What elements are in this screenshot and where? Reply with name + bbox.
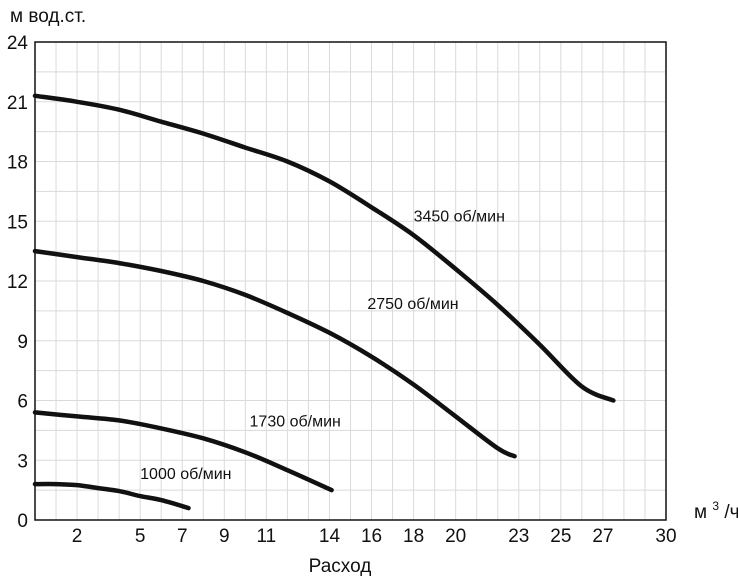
y-tick-label: 6 (17, 392, 28, 413)
x-axis-unit: м 3 /ч (694, 494, 738, 523)
x-tick-label: 7 (177, 526, 188, 547)
x-tick-label: 11 (256, 526, 276, 547)
x-tick-label: 30 (655, 526, 676, 547)
y-tick-label: 21 (7, 93, 28, 114)
x-tick-label: 20 (445, 526, 466, 547)
x-tick-label: 16 (361, 526, 382, 547)
x-tick-label: 14 (319, 526, 341, 547)
series-label: 2750 об/мин (367, 296, 458, 313)
x-tick-labels: 2 5 7 9 11 14 16 18 20 23 25 27 30 (72, 526, 677, 547)
series-label: 3450 об/мин (414, 208, 505, 225)
y-tick-label: 12 (7, 272, 28, 293)
x-tick-label: 9 (219, 526, 230, 547)
x-unit-base: м (694, 502, 707, 523)
y-axis-title: м вод.ст. (10, 6, 86, 27)
curves (32, 93, 616, 511)
x-unit-exp: 3 (712, 499, 719, 513)
y-tick-label: 15 (7, 212, 28, 233)
x-tick-label: 2 (72, 526, 83, 547)
y-tick-label: 3 (17, 451, 28, 472)
series-label: 1000 об/мин (140, 466, 231, 483)
y-tick-labels: 0 3 6 9 12 15 18 21 24 (7, 33, 29, 532)
y-tick-label: 0 (17, 511, 28, 532)
x-tick-label: 25 (550, 526, 571, 547)
y-tick-label: 24 (7, 33, 29, 54)
series-line (32, 248, 517, 459)
plot-frame (34, 41, 667, 521)
x-axis-title: Расход (309, 556, 372, 577)
series-line (32, 93, 616, 403)
series-line (32, 481, 191, 511)
x-unit-tail: /ч (724, 502, 738, 523)
x-tick-label: 27 (592, 526, 613, 547)
x-tick-label: 23 (508, 526, 529, 547)
series-line (32, 410, 334, 493)
y-tick-label: 18 (7, 153, 28, 174)
curve-labels: 3450 об/мин 2750 об/мин 1730 об/мин 1000 об… (140, 208, 505, 483)
y-tick-label: 9 (17, 332, 28, 353)
series-label: 1730 об/мин (250, 413, 341, 430)
x-tick-label: 18 (403, 526, 424, 547)
x-tick-label: 5 (135, 526, 146, 547)
